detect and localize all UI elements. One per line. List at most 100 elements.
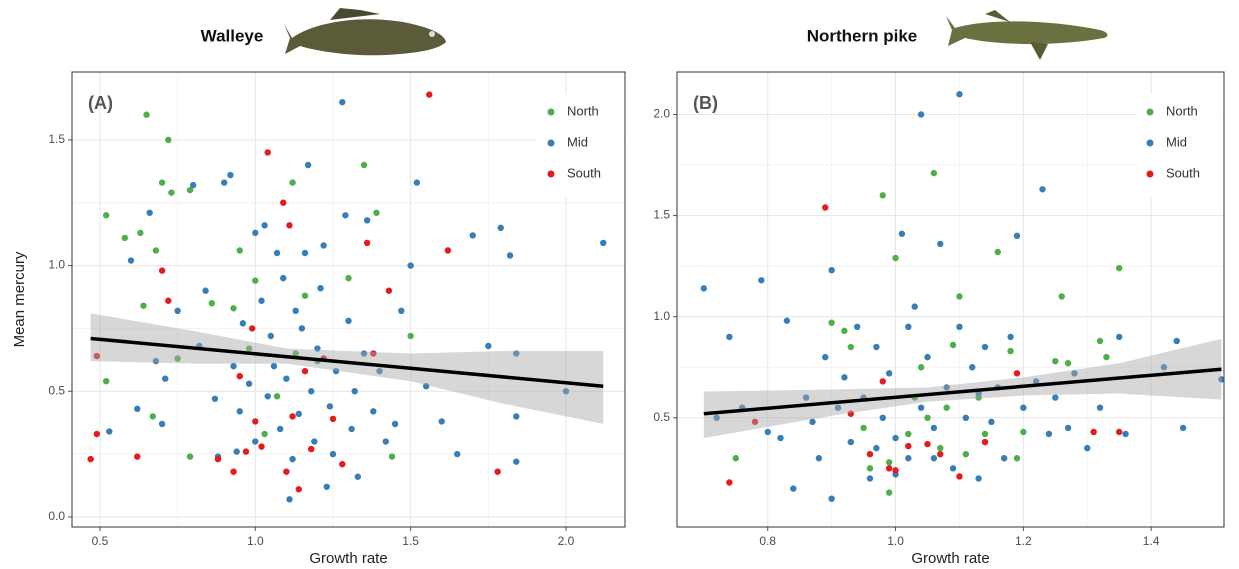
point (342, 212, 349, 219)
legend-label: Mid (1166, 134, 1187, 149)
point (917, 111, 925, 118)
point (911, 303, 918, 310)
point (783, 317, 791, 324)
point (289, 455, 296, 463)
point (956, 323, 963, 330)
legend-label: North (1166, 103, 1198, 118)
point (149, 413, 156, 420)
point (924, 440, 931, 448)
point (924, 353, 931, 361)
point (469, 232, 476, 239)
point (286, 496, 293, 503)
point (758, 277, 765, 284)
point (252, 418, 259, 425)
point (258, 443, 265, 450)
legend-swatch (547, 170, 555, 178)
point (363, 239, 371, 247)
point (988, 418, 995, 426)
point (165, 297, 172, 304)
point (317, 284, 324, 292)
point (1122, 430, 1129, 438)
point (239, 320, 247, 327)
plot-area (72, 72, 625, 527)
plot-frame (71, 71, 626, 528)
point (158, 267, 166, 274)
point (1064, 360, 1072, 367)
point (158, 420, 166, 428)
point (273, 393, 281, 400)
confidence-band (90, 313, 604, 424)
point (892, 467, 899, 474)
panel-label: (A) (88, 93, 113, 113)
point (248, 325, 256, 332)
point (513, 350, 520, 357)
point (956, 473, 963, 480)
y-axis-title: Mean mercury (11, 251, 28, 347)
point (407, 262, 414, 269)
point (777, 434, 784, 442)
point (158, 179, 166, 186)
point (208, 300, 216, 307)
point (211, 395, 219, 402)
legend-label: South (1166, 165, 1200, 180)
point (385, 287, 393, 294)
point (245, 345, 253, 352)
point (202, 287, 209, 294)
point (981, 343, 989, 351)
point (261, 222, 268, 229)
point (292, 350, 299, 357)
point (1103, 353, 1110, 361)
point (438, 418, 445, 425)
x-tick-label: 1.2 (1015, 534, 1032, 548)
point (267, 332, 275, 340)
point (230, 362, 237, 370)
point (295, 410, 302, 418)
point (444, 247, 452, 254)
y-tick-label: 1.5 (48, 132, 65, 146)
point (339, 460, 346, 468)
point (320, 242, 327, 249)
point (885, 465, 893, 472)
point (764, 428, 771, 436)
point (382, 438, 389, 445)
point (134, 453, 141, 460)
point (847, 410, 855, 417)
point (1052, 357, 1059, 365)
point (1000, 455, 1008, 462)
point (917, 364, 925, 371)
x-tick-label: 1.4 (1143, 534, 1160, 548)
point (841, 374, 848, 381)
point (140, 302, 147, 309)
point (898, 230, 906, 237)
plot-background (72, 72, 625, 527)
point (165, 136, 172, 144)
legend-swatch (547, 108, 555, 116)
point (413, 179, 421, 186)
point (174, 307, 181, 315)
point (860, 424, 867, 432)
point (354, 473, 362, 480)
point (1032, 378, 1040, 385)
point (261, 430, 268, 438)
point (280, 199, 287, 206)
point (1116, 264, 1123, 272)
point (1096, 337, 1104, 345)
panel-label: (B) (693, 93, 718, 113)
point (106, 428, 113, 435)
point (1090, 428, 1097, 436)
y-tick-label: 1.5 (653, 208, 670, 222)
legend-swatch (1146, 108, 1154, 116)
point (822, 353, 829, 361)
point (841, 327, 848, 335)
point (314, 345, 321, 352)
point (345, 274, 352, 282)
point (873, 444, 880, 452)
point (227, 171, 234, 179)
point (949, 465, 957, 472)
point (943, 404, 950, 411)
point (962, 451, 970, 458)
point (802, 394, 810, 401)
point (329, 450, 337, 458)
point (252, 438, 259, 445)
